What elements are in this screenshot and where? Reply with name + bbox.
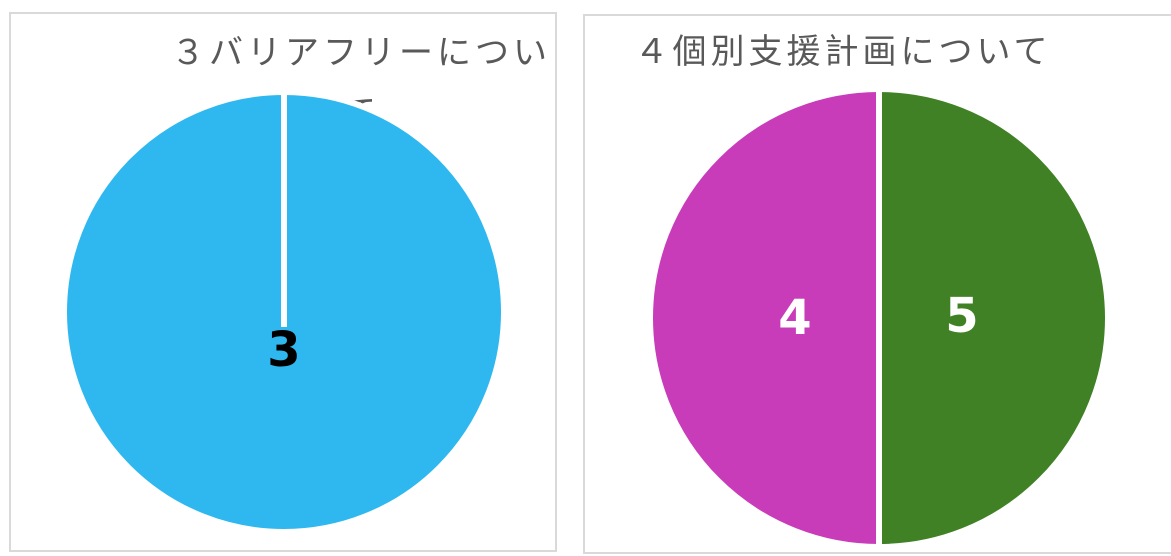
data-label-3: 3: [267, 322, 300, 378]
pie-slice-5: [647, 85, 882, 551]
pie-chart-barrier-free: 3: [61, 89, 507, 535]
pie-slice-4: [876, 85, 1111, 551]
chart-title: ４個別支援計画について: [634, 32, 1052, 72]
data-label-4: 4: [778, 290, 811, 346]
data-label-5: 5: [945, 288, 978, 344]
chart-panel-barrier-free: ３バリアフリーについて 3: [9, 12, 557, 552]
